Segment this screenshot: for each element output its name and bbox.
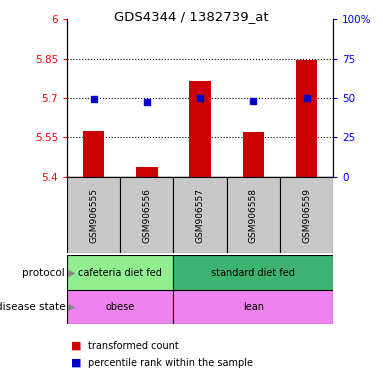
Bar: [173, 255, 333, 290]
Bar: [83, 131, 104, 177]
Text: GDS4344 / 1382739_at: GDS4344 / 1382739_at: [114, 10, 269, 23]
Text: ▶: ▶: [68, 302, 76, 312]
Text: GSM906558: GSM906558: [249, 187, 258, 243]
Text: transformed count: transformed count: [88, 341, 179, 351]
Text: ■: ■: [71, 358, 81, 368]
Text: GSM906555: GSM906555: [89, 187, 98, 243]
Text: ▶: ▶: [68, 268, 76, 278]
Bar: [227, 177, 280, 253]
Text: lean: lean: [243, 302, 264, 312]
Text: GSM906559: GSM906559: [302, 187, 311, 243]
Text: disease state: disease state: [0, 302, 65, 312]
Bar: [173, 290, 333, 324]
Text: obese: obese: [106, 302, 135, 312]
Bar: [120, 177, 173, 253]
Bar: [67, 255, 173, 290]
Text: cafeteria diet fed: cafeteria diet fed: [79, 268, 162, 278]
Bar: [296, 60, 317, 177]
Bar: [136, 167, 157, 177]
Text: GSM906556: GSM906556: [142, 187, 151, 243]
Text: standard diet fed: standard diet fed: [211, 268, 295, 278]
Text: ■: ■: [71, 341, 81, 351]
Bar: [190, 81, 211, 177]
Bar: [173, 177, 227, 253]
Bar: [67, 290, 173, 324]
Bar: [67, 177, 120, 253]
Bar: [280, 177, 333, 253]
Text: percentile rank within the sample: percentile rank within the sample: [88, 358, 253, 368]
Text: protocol: protocol: [22, 268, 65, 278]
Text: GSM906557: GSM906557: [196, 187, 205, 243]
Bar: [243, 132, 264, 177]
